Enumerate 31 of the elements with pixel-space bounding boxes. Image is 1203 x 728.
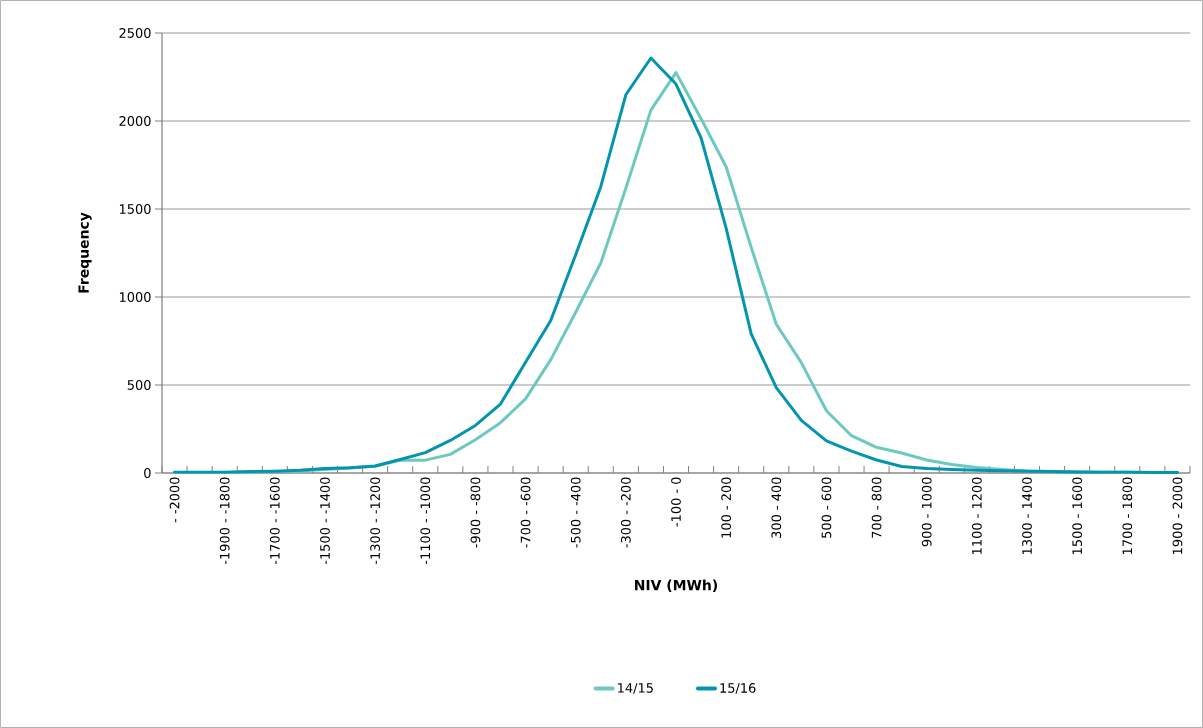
x-tick-label: -900 - -800 [470, 477, 481, 548]
x-tick-label: -700 - -600 [520, 477, 531, 548]
x-tick-label: 1100 - 1200 [971, 477, 982, 554]
x-tick-label: -500 - -400 [570, 477, 581, 548]
x-tick-label: 700 - 800 [871, 477, 882, 538]
x-tick-label: -100 - 0 [671, 477, 681, 527]
x-axis-title: NIV (MWh) [635, 579, 718, 592]
x-tick-label: 1500 - 1600 [1072, 477, 1083, 554]
x-tick-label: -1700 - -1600 [269, 477, 280, 565]
x-tick-label: 1300 - 1400 [1022, 477, 1032, 554]
y-tick-label: 1500 [119, 204, 151, 214]
x-tick-label: -300 - -200 [620, 477, 631, 548]
x-tick-label: 500 - 600 [821, 477, 832, 538]
x-tick-label: -1300 - -1200 [370, 477, 381, 565]
x-tick-label: -1900 - -1800 [219, 477, 230, 565]
x-tick-label: 100 - 200 [721, 477, 732, 538]
x-tick-label: 1900 - 2000 [1172, 477, 1183, 554]
y-tick-label: 500 [127, 380, 151, 390]
x-tick-label: 900 - 1000 [921, 477, 932, 547]
y-axis-title: Frequency [78, 212, 92, 293]
y-tick-label: 0 [144, 468, 151, 478]
x-tick-label: - -2000 [169, 477, 180, 523]
legend-label: 14/15 [618, 683, 653, 694]
y-tick-label: 2500 [119, 28, 151, 38]
x-tick-label: -1100 - -1000 [420, 477, 431, 565]
x-tick-label: 1700 - 1800 [1122, 477, 1133, 554]
y-tick-label: 1000 [119, 292, 151, 302]
y-tick-label: 2000 [119, 116, 151, 126]
legend-label: 15/16 [720, 683, 756, 694]
x-tick-label: -1500 - -1400 [320, 477, 330, 565]
x-tick-label: 300 - 400 [771, 477, 782, 538]
